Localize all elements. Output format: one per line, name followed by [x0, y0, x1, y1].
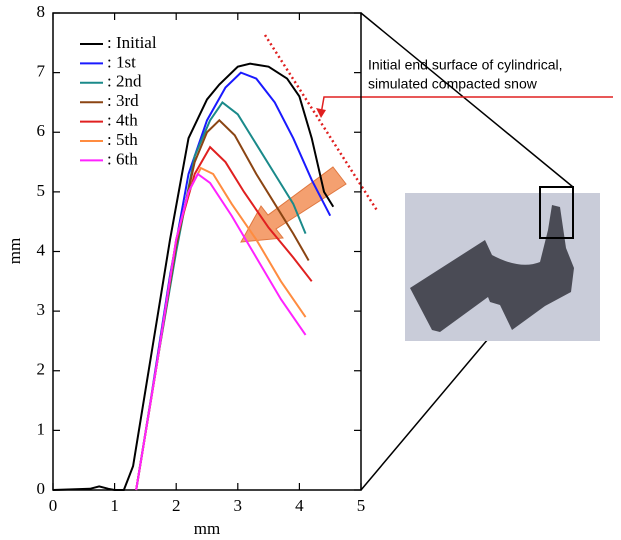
legend-label: : 4th — [107, 111, 138, 130]
y-tick-label: 6 — [37, 121, 46, 140]
annotation: simulated compacted snow — [368, 76, 538, 92]
annotation: Initial end surface of cylindrical, — [368, 57, 563, 73]
line — [52, 62, 335, 491]
inset-box — [539, 186, 574, 239]
x-tick-label: 5 — [357, 496, 366, 515]
y-tick-label: 0 — [37, 479, 46, 498]
y-tick-label: 2 — [37, 360, 46, 379]
y-tick-label: 7 — [37, 62, 46, 81]
y-tick-label: 3 — [37, 300, 46, 319]
line — [135, 71, 332, 491]
plot-frame — [52, 12, 362, 491]
legend-label: : 5th — [107, 130, 138, 149]
line — [135, 118, 310, 491]
y-tick-label: 8 — [37, 2, 46, 21]
x-tick-label: 2 — [172, 496, 181, 515]
y-axis-label: mm — [5, 238, 24, 264]
line — [135, 172, 307, 491]
annotation-arrow — [320, 96, 613, 115]
y-tick-label: 1 — [37, 419, 46, 438]
x-tick-label: 3 — [234, 496, 243, 515]
y-tick-label: 4 — [37, 240, 46, 259]
legend-label: : 1st — [107, 52, 136, 71]
x-tick-label: 1 — [110, 496, 119, 515]
x-tick-label: 0 — [49, 496, 58, 515]
legend-label: : 3rd — [107, 91, 139, 110]
legend-label: : Initial — [107, 33, 157, 52]
y-tick-label: 5 — [37, 181, 46, 200]
connector — [360, 12, 574, 188]
x-axis-label: mm — [194, 519, 220, 538]
x-tick-label: 4 — [295, 496, 304, 515]
inset-shape — [410, 205, 574, 332]
arrow-head — [316, 108, 326, 118]
legend-label: : 6th — [107, 149, 138, 168]
legend-label: : 2nd — [107, 72, 142, 91]
